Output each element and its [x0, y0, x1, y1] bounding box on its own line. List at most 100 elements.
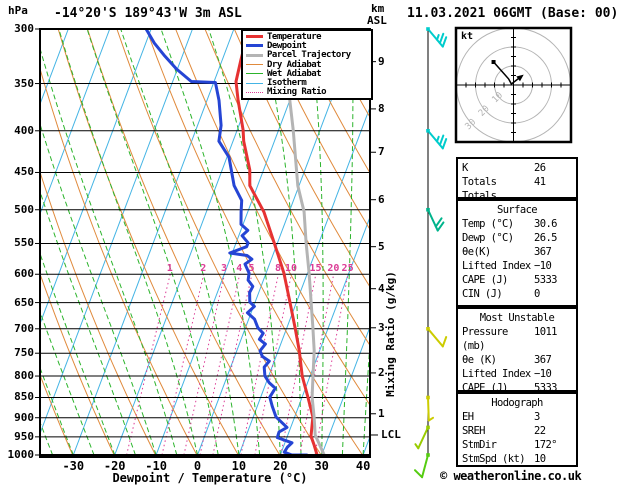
- pressure-tick-label: 300: [14, 22, 34, 35]
- temperature-tick-label: 10: [231, 459, 247, 473]
- hodograph-ring-label: 20: [477, 104, 492, 119]
- legend-label: Mixing Ratio: [267, 87, 327, 98]
- barb-station-dot: [426, 128, 430, 133]
- mixing-ratio-value: 2: [200, 263, 206, 274]
- stat-value: 172°: [534, 439, 557, 451]
- barb-feather-half: [435, 135, 440, 143]
- temperature-tick-label: 0: [193, 459, 202, 473]
- km-tick-label: 4: [378, 281, 385, 295]
- wind-barb: [426, 395, 435, 422]
- stats-panel-hodograph: Hodograph EH 3 SREH 22 StmDir 172° StmSpd (kt) 1…: [456, 392, 578, 467]
- stat-row: CIN (J) 0: [462, 287, 572, 301]
- temperature-axis-label: Dewpoint / Temperature (°C): [112, 471, 308, 485]
- pressure-tick-label: 950: [14, 429, 34, 443]
- pressure-tick-label: 500: [14, 202, 34, 216]
- legend-label: Dry Adiabat: [267, 59, 322, 70]
- legend-line-sample: [246, 35, 263, 39]
- dry-adiabat-line: [292, 29, 370, 174]
- temperature-tick-label: 30: [314, 459, 329, 473]
- copyright-label: © weatheronline.co.uk: [440, 469, 582, 483]
- stats-panel-surface: Surface Temp (°C) 30.6 Dewp (°C) 26.5 θe(K) 36…: [456, 199, 578, 307]
- barb-staff: [427, 396, 430, 422]
- station-title: -14°20'S 189°43'W 3m ASL: [54, 6, 242, 21]
- stat-value: 5333: [534, 274, 557, 286]
- barb-feather-half: [414, 443, 420, 450]
- mixing-ratio-value: 20: [327, 263, 339, 274]
- hodograph-ring-label: 10: [490, 91, 505, 106]
- pressure-tick-label: 650: [14, 295, 34, 309]
- stat-value: 367: [534, 246, 552, 258]
- isotherm-line: [40, 29, 111, 216]
- mixing-ratio-value: 10: [285, 263, 297, 274]
- hodograph-arrowhead: [516, 74, 524, 82]
- mixing-ratio-axis-label: Mixing Ratio (g/kg): [384, 271, 397, 397]
- stat-label: SREH: [462, 425, 485, 437]
- barb-station-dot: [426, 425, 430, 430]
- stat-label: CAPE (J): [462, 274, 508, 286]
- isotherm-line: [40, 29, 69, 106]
- barb-staff: [427, 28, 444, 48]
- km-tick-label: 3: [378, 320, 385, 334]
- stat-row: Pressure (mb) 1011: [462, 325, 572, 353]
- mixing-ratio-labels: 1 2 3 4 5 8 10 15 20 25: [167, 263, 354, 274]
- barb-feather-half: [427, 416, 435, 422]
- barb-feather-full: [438, 32, 445, 45]
- km-tick-label: 8: [378, 101, 385, 115]
- temperature-trace: [234, 29, 319, 455]
- stat-value: 22: [534, 425, 546, 437]
- legend-row: Temperature: [246, 32, 371, 42]
- stat-value: 30.6: [534, 218, 557, 230]
- dewpoint-trace: [144, 29, 309, 455]
- km-tick-label: 6: [378, 192, 385, 206]
- mixing-ratio-value: 4: [236, 263, 242, 274]
- stat-value: 0: [534, 288, 540, 300]
- lcl-label: LCL: [381, 427, 401, 441]
- wind-barb: [414, 425, 430, 450]
- stat-row: CAPE (J) 5333: [462, 273, 572, 287]
- temperature-tick-label: 20: [273, 459, 288, 473]
- stat-row: K 26: [462, 161, 572, 175]
- hodograph-ring-label: 30: [464, 117, 479, 132]
- asl-axis-label: ASL: [367, 14, 387, 27]
- stat-label: StmDir: [462, 439, 497, 451]
- hodograph-border: [454, 26, 573, 144]
- stat-label: Pressure (mb): [462, 326, 508, 352]
- pressure-tick-label: 600: [14, 267, 34, 281]
- legend-row: Dry Adiabat: [246, 59, 371, 70]
- mixing-ratio-value: 15: [309, 263, 321, 274]
- pressure-tick-label: 1000: [7, 448, 35, 461]
- pressure-unit-label: hPa: [8, 4, 28, 17]
- stat-label: Lifted Index: [462, 260, 531, 272]
- stat-row: Temp (°C) 30.6: [462, 217, 572, 231]
- mixing-ratio-line: [299, 274, 335, 455]
- legend-row: Wet Adiabat: [246, 69, 371, 79]
- wet-adiabat-line: [86, 29, 219, 455]
- wind-barb: [426, 207, 445, 232]
- stat-label: StmSpd (kt): [462, 453, 526, 465]
- panel-title: Surface: [496, 204, 538, 216]
- stat-value: 10: [534, 453, 546, 465]
- stat-row: SREH 22: [462, 424, 572, 438]
- stat-value: 41: [534, 176, 546, 188]
- stat-value: 1011: [534, 326, 557, 338]
- isotherm-line: [279, 215, 370, 455]
- isotherm-line: [40, 29, 193, 435]
- stat-value: −10: [534, 368, 552, 380]
- legend-row: Mixing Ratio: [246, 87, 371, 98]
- tick-marks: [35, 28, 378, 456]
- mixing-ratio-value: 5: [248, 263, 254, 274]
- wind-barb: [426, 128, 448, 150]
- barb-feather-full: [441, 36, 448, 48]
- stat-label: Dewp (°C): [462, 232, 514, 244]
- legend-label: Parcel Trajectory: [267, 50, 351, 61]
- legend-row: Parcel Trajectory: [246, 50, 371, 61]
- temperature-tick-label: 40: [355, 459, 371, 473]
- hodograph-trace-start-dot: [491, 60, 496, 65]
- stat-row: StmDir 172°: [462, 438, 572, 452]
- stat-row: CAPE (J) 5333: [462, 381, 572, 395]
- barb-station-dot: [426, 27, 430, 31]
- stat-label: θe (K): [462, 354, 497, 366]
- legend-row: Isotherm: [246, 78, 371, 88]
- wet-adiabat-line: [362, 333, 370, 455]
- stat-value: 5333: [534, 382, 557, 394]
